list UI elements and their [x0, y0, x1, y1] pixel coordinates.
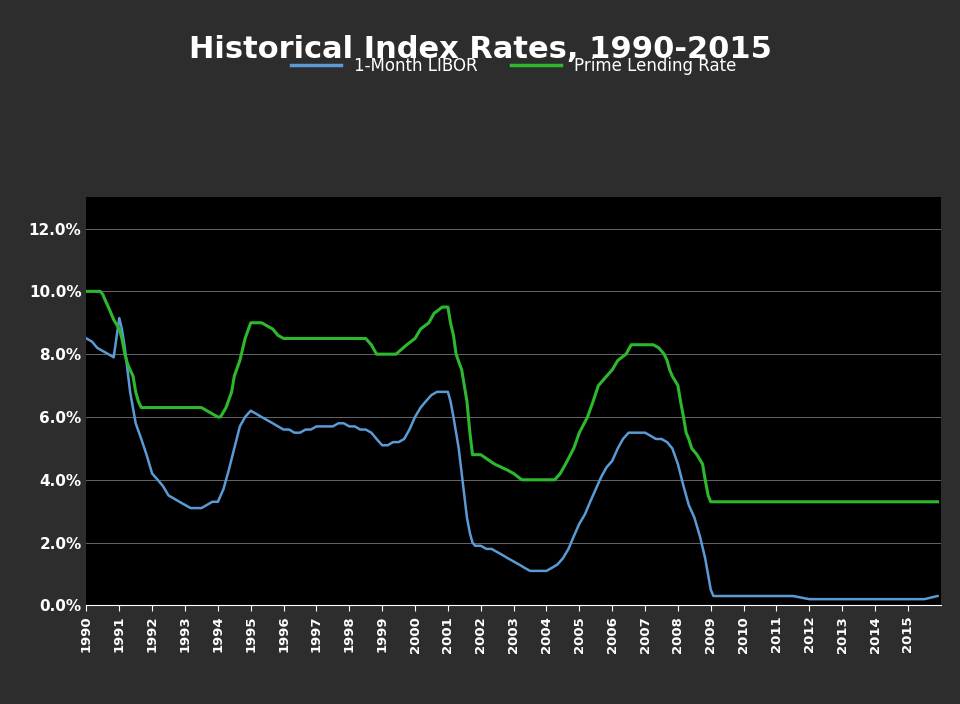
- Prime Lending Rate: [555, 470, 566, 478]
- Line: Prime Lending Rate: Prime Lending Rate: [86, 291, 938, 502]
- 1-Month LIBOR: [81, 334, 92, 343]
- Prime Lending Rate: [705, 498, 716, 506]
- Prime Lending Rate: [683, 435, 694, 444]
- Prime Lending Rate: [81, 287, 92, 296]
- 1-Month LIBOR: [91, 344, 103, 352]
- Prime Lending Rate: [502, 466, 514, 474]
- 1-Month LIBOR: [524, 567, 536, 575]
- Text: Historical Index Rates, 1990-2015: Historical Index Rates, 1990-2015: [188, 34, 772, 64]
- 1-Month LIBOR: [113, 314, 125, 322]
- 1-Month LIBOR: [472, 541, 484, 550]
- Prime Lending Rate: [489, 460, 500, 468]
- Prime Lending Rate: [100, 296, 111, 305]
- 1-Month LIBOR: [804, 595, 815, 603]
- Prime Lending Rate: [932, 498, 944, 506]
- 1-Month LIBOR: [456, 470, 468, 478]
- 1-Month LIBOR: [932, 592, 944, 601]
- Line: 1-Month LIBOR: 1-Month LIBOR: [86, 318, 938, 599]
- 1-Month LIBOR: [919, 595, 930, 603]
- 1-Month LIBOR: [86, 337, 98, 346]
- Prime Lending Rate: [582, 413, 593, 421]
- Legend: 1-Month LIBOR, Prime Lending Rate: 1-Month LIBOR, Prime Lending Rate: [284, 50, 743, 82]
